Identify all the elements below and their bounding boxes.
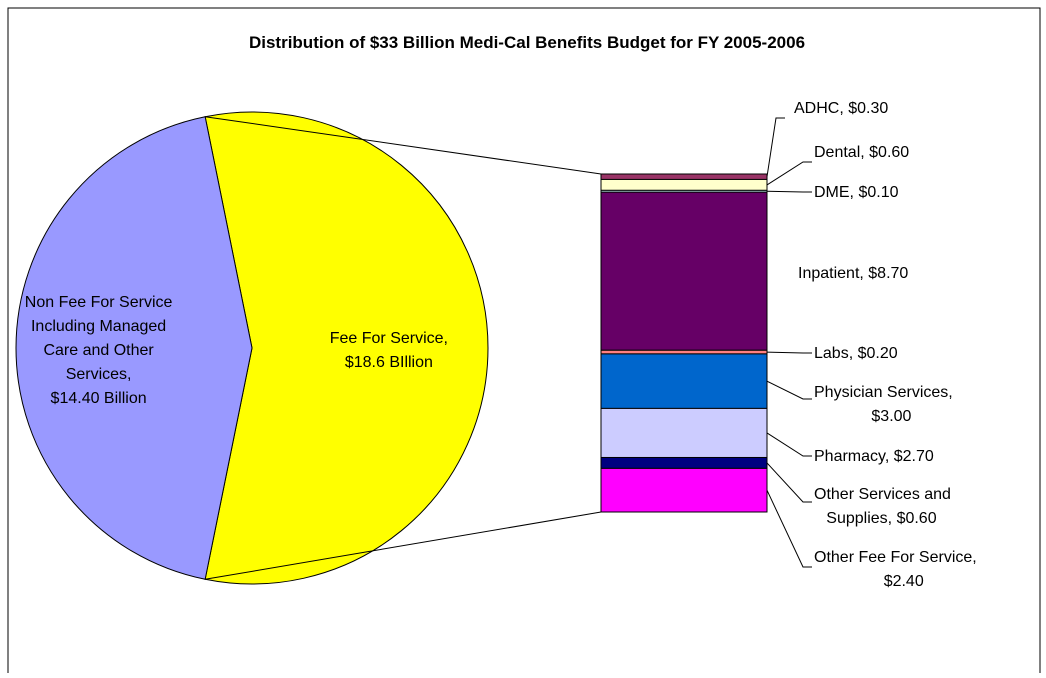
pie-group (15, 111, 489, 585)
bar-segment-labs (600, 349, 768, 355)
bar-segment-physician-services (600, 353, 768, 409)
bar-label-adhc: ADHC, $0.30 (794, 100, 888, 117)
breakdown-bar-group (600, 173, 768, 513)
bar-label-labs: Labs, $0.20 (814, 345, 898, 362)
bar-label-inpatient: Inpatient, $8.70 (798, 265, 908, 282)
connector-line-bottom (205, 511, 602, 580)
bar-segment-adhc (600, 173, 768, 180)
leader-line-adhc (766, 117, 785, 177)
leader-line-dental (766, 161, 812, 186)
bar-label-dental: Dental, $0.60 (814, 144, 909, 161)
bar-segment-inpatient (600, 191, 768, 351)
pie-label-non-fee-for-service: Non Fee For Service Including Managed Care… (25, 294, 173, 407)
pie-slice-fee-for-service (204, 111, 489, 585)
connector-lines (205, 116, 602, 580)
bar-segment-dental (600, 178, 768, 191)
leader-line-pharmacy (766, 432, 812, 457)
leader-line-dme (766, 190, 812, 193)
bar-label-dme: DME, $0.10 (814, 184, 899, 201)
bar-label-other-services-and-supplies: Other Services and Supplies, $0.60 (814, 486, 951, 527)
leader-line-other-fee-for-service (766, 489, 812, 568)
bar-segment-pharmacy (600, 407, 768, 458)
pie-label-fee-for-service: Fee For Service, $18.6 BIllion (330, 330, 448, 371)
leader-line-other-services-and-supplies (766, 462, 812, 503)
leader-line-physician-services (766, 380, 812, 400)
bar-segment-other-fee-for-service (600, 467, 768, 513)
bar-label-physician-services: Physician Services, $3.00 (814, 384, 953, 425)
chart-title: Distribution of $33 Billion Medi-Cal Ben… (249, 33, 805, 52)
pie-slice-non-fee-for-service (15, 116, 253, 580)
bar-label-other-fee-for-service: Other Fee For Service, $2.40 (814, 549, 977, 590)
connector-line-top (205, 116, 602, 175)
data-labels: Fee For Service, $18.6 BIllion Non Fee For… (25, 100, 977, 590)
leader-line-labs (766, 351, 812, 354)
bar-segment-other-services-and-supplies (600, 456, 768, 469)
bar-label-pharmacy: Pharmacy, $2.70 (814, 448, 934, 465)
